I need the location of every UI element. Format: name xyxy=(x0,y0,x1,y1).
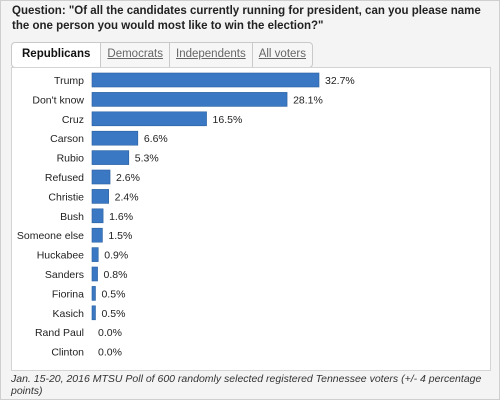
category-label: Fiorina xyxy=(52,288,84,300)
category-label: Kasich xyxy=(52,308,84,320)
tab-independents[interactable]: Independents xyxy=(169,43,252,67)
bar xyxy=(91,150,130,165)
category-label: Clinton xyxy=(51,347,84,359)
group-tabs: Republicans Democrats Independents All v… xyxy=(11,42,313,68)
bar xyxy=(91,227,103,243)
category-label: Rand Paul xyxy=(35,327,84,339)
value-label: 32.7% xyxy=(325,75,355,87)
value-label: 0.0% xyxy=(98,347,122,359)
category-label: Cruz xyxy=(62,114,84,126)
bar xyxy=(91,247,99,262)
tab-democrats[interactable]: Democrats xyxy=(100,43,169,67)
value-label: 0.0% xyxy=(98,327,122,339)
bar xyxy=(91,72,320,88)
value-label: 0.5% xyxy=(101,288,125,300)
footnote: Jan. 15-20, 2016 MTSU Poll of 600 random… xyxy=(11,373,482,397)
category-label: Rubio xyxy=(57,153,85,165)
bar xyxy=(91,92,288,107)
bar-chart: Trump 32.7% Don't know 28.1% Cruz 16.5% Carson… xyxy=(17,72,355,359)
category-label: Someone else xyxy=(17,230,84,242)
bar xyxy=(91,169,111,185)
bar xyxy=(91,130,139,146)
bar xyxy=(91,305,96,321)
bar xyxy=(91,111,207,127)
category-label: Trump xyxy=(54,75,84,87)
chart-panel: Trump 32.7% Don't know 28.1% Cruz 16.5% Carson… xyxy=(11,67,491,371)
category-label: Don't know xyxy=(32,94,84,106)
category-label: Christie xyxy=(48,191,84,203)
tab-republicans[interactable]: Republicans xyxy=(12,43,101,67)
value-label: 6.6% xyxy=(144,133,168,145)
tab-all-voters[interactable]: All voters xyxy=(251,43,312,67)
bar xyxy=(91,266,98,282)
category-label: Bush xyxy=(60,211,84,223)
value-label: 16.5% xyxy=(213,114,243,126)
category-label: Carson xyxy=(50,133,84,145)
question-text: Question: "Of all the candidates current… xyxy=(12,5,481,32)
category-label: Sanders xyxy=(45,269,84,281)
value-label: 0.5% xyxy=(101,308,125,320)
value-label: 1.5% xyxy=(108,230,132,242)
category-label: Refused xyxy=(45,172,84,184)
value-label: 0.9% xyxy=(104,250,128,262)
value-label: 1.6% xyxy=(109,211,133,223)
value-label: 28.1% xyxy=(293,94,323,106)
value-label: 5.3% xyxy=(135,153,159,165)
value-label: 0.8% xyxy=(104,269,128,281)
value-label: 2.6% xyxy=(116,172,140,184)
bar xyxy=(91,208,104,224)
value-label: 2.4% xyxy=(115,191,139,203)
bar xyxy=(91,189,109,204)
bar xyxy=(91,286,96,301)
category-label: Huckabee xyxy=(37,250,84,262)
